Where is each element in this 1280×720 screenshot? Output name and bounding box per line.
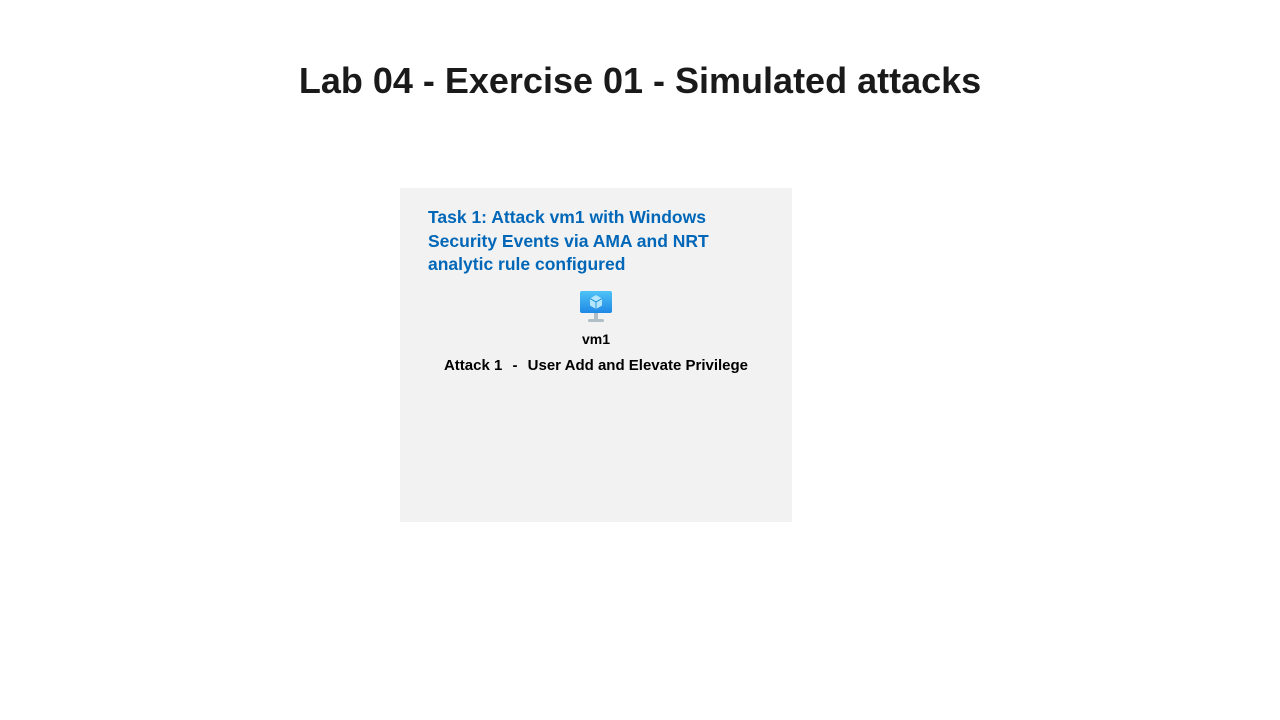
task-title: Task 1: Attack vm1 with Windows Security… [428,206,764,277]
vm-label: vm1 [582,331,610,347]
attack-line: Attack 1 - User Add and Elevate Privileg… [428,357,764,374]
attack-description: User Add and Elevate Privilege [528,357,748,374]
attack-label: Attack 1 [444,357,502,374]
vm-monitor-icon [578,289,614,329]
vm-block: vm1 [428,289,764,347]
attack-separator: - [512,357,517,374]
task-card: Task 1: Attack vm1 with Windows Security… [400,188,792,522]
page-title: Lab 04 - Exercise 01 - Simulated attacks [0,60,1280,102]
